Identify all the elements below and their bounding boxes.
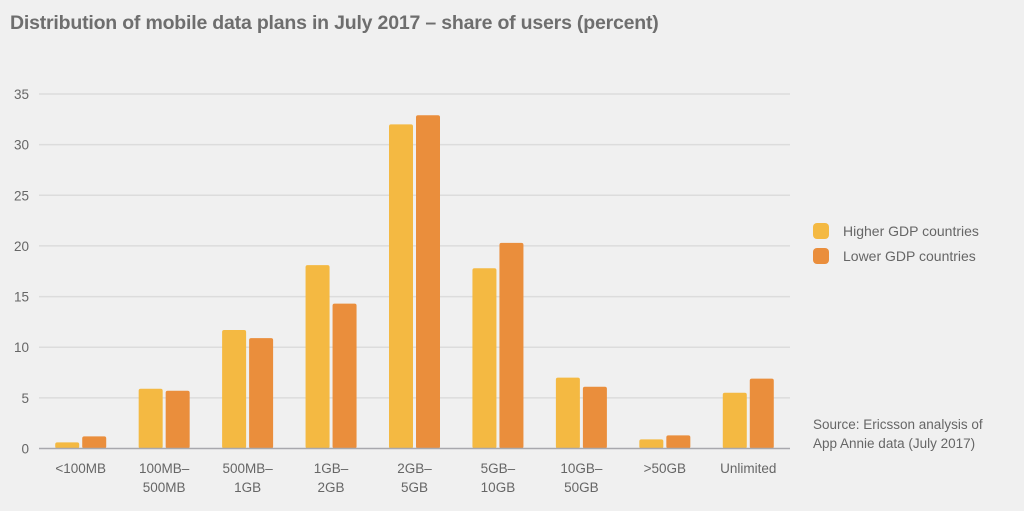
legend-swatch-lower-gdp [813,247,829,264]
y-tick-label: 35 [14,87,29,102]
x-tick-label: 2GB– 5GB [397,461,432,495]
x-tick-label: 100MB– 500MB [139,461,190,495]
x-tick-label: 1GB– 2GB [314,461,349,495]
y-tick-label: 30 [14,138,29,153]
bar-lower-gdp [416,115,440,449]
source-line: App Annie data (July 2017) [813,436,976,451]
legend-item-lower-gdp: Lower GDP countries [813,243,979,268]
x-tick-label: 5GB– 10GB [481,461,516,495]
gridlines [39,93,790,399]
y-tick-label: 5 [21,391,29,406]
x-tick-label: 10GB– 50GB [560,461,603,495]
bar-lower-gdp [82,436,107,449]
bar-higher-gdp [555,377,580,449]
legend-swatch-higher-gdp [813,222,829,239]
legend-label: Higher GDP countries [843,222,979,239]
bar-higher-gdp [639,439,664,449]
y-tick-label: 10 [14,340,29,355]
bar-higher-gdp [55,442,80,449]
y-tick-label: 20 [14,239,29,254]
bar-higher-gdp [472,268,497,449]
bar-lower-gdp [582,386,607,449]
source-note: Source: Ericsson analysis of App Annie d… [813,415,983,453]
x-axis-ticks: <100MB 100MB– 500MB 500MB– 1GB 1GB– 2GB 2GB– 5GB… [55,461,776,495]
y-tick-label: 25 [14,188,29,203]
bar-lower-gdp [499,242,524,449]
x-tick-label: >50GB [644,461,686,476]
bars [55,115,774,449]
bar-lower-gdp [666,435,691,449]
chart-title: Distribution of mobile data plans in Jul… [10,12,659,34]
legend-label: Lower GDP countries [843,247,976,264]
y-tick-label: 15 [14,290,29,305]
bar-higher-gdp [222,329,247,449]
legend-item-higher-gdp: Higher GDP countries [813,218,979,243]
bar-higher-gdp [305,265,330,449]
bar-higher-gdp [389,124,413,449]
x-tick-label: <100MB [55,461,106,476]
bar-lower-gdp [249,338,274,449]
y-tick-label: 0 [21,442,29,457]
bar-lower-gdp [749,378,774,449]
bar-higher-gdp [138,388,163,449]
source-line: Source: Ericsson analysis of [813,417,983,432]
y-axis-ticks: 0 5 10 15 20 25 30 35 [14,87,29,457]
bar-lower-gdp [165,390,190,449]
x-tick-label: 500MB– 1GB [222,461,273,495]
legend: Higher GDP countries Lower GDP countries [813,218,979,268]
x-tick-label: Unlimited [720,461,776,476]
bar-higher-gdp [722,392,747,449]
bar-lower-gdp [332,303,357,449]
